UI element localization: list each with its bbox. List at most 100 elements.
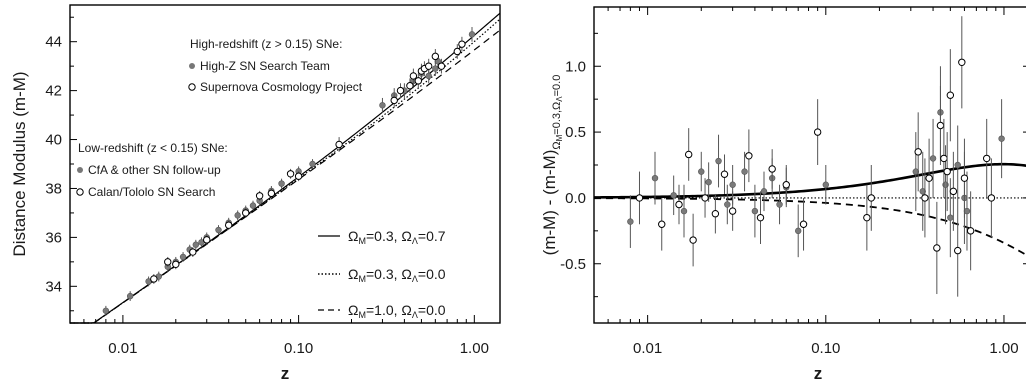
data-point-filled xyxy=(215,226,222,234)
legend-marker-open xyxy=(76,188,84,196)
data-point-filled xyxy=(715,157,722,165)
data-point-open xyxy=(203,236,211,244)
x-tick-label: 1.00 xyxy=(989,340,1018,357)
data-point-filled xyxy=(278,180,285,187)
data-point-filled xyxy=(192,241,200,248)
x-tick-label: 0.10 xyxy=(284,340,313,357)
data-point-open xyxy=(720,170,729,178)
y-tick-label: 34 xyxy=(45,278,62,295)
data-point-filled xyxy=(680,207,688,215)
data-point-filled xyxy=(963,207,971,215)
data-point-open xyxy=(782,181,790,189)
data-point-open xyxy=(768,165,776,173)
data-points xyxy=(627,16,1005,297)
y-tick-label: 40 xyxy=(45,132,62,149)
data-point-filled xyxy=(776,201,783,208)
data-point-open xyxy=(396,86,405,95)
data-point-open xyxy=(943,167,951,176)
data-point-open xyxy=(409,72,418,80)
data-point-open xyxy=(925,174,933,182)
data-points xyxy=(102,27,476,316)
legend-heading-high-z: High-redshift (z > 0.15) SNe: xyxy=(190,37,342,51)
y-tick-label: 36 xyxy=(45,229,62,246)
data-point-filled xyxy=(249,202,257,209)
data-point-open xyxy=(189,248,197,256)
y-tick-label: 44 xyxy=(45,34,62,51)
data-point-open xyxy=(390,96,398,105)
data-point-open xyxy=(406,82,414,90)
data-point-filled xyxy=(724,201,731,208)
data-point-filled xyxy=(468,31,476,38)
data-point-open xyxy=(987,194,996,202)
data-point-filled xyxy=(705,178,712,186)
y-tick-label: 0.5 xyxy=(565,124,586,141)
x-tick-label: 0.10 xyxy=(811,340,840,357)
data-point-open xyxy=(756,213,765,222)
model-curve-dashed xyxy=(70,29,501,324)
data-point-open xyxy=(946,91,955,99)
data-point-open xyxy=(658,220,666,228)
x-tick-label: 0.01 xyxy=(633,340,662,357)
data-point-filled xyxy=(102,307,110,314)
data-point-filled xyxy=(698,168,705,175)
legend-marker-filled xyxy=(77,167,83,173)
data-point-open xyxy=(431,52,440,61)
model-curve-solid xyxy=(593,162,1026,199)
data-point-open xyxy=(936,121,945,130)
data-point-filled xyxy=(822,181,829,188)
axis-ticks: 0.01 0.10 1.00 -0.5 0.0 0.5 1.0 xyxy=(560,7,1026,357)
data-point-open xyxy=(294,172,303,180)
data-point-open xyxy=(958,58,966,66)
y-tick-label: 38 xyxy=(45,180,62,197)
data-point-filled xyxy=(729,181,736,188)
data-point-open xyxy=(224,221,233,229)
data-point-open xyxy=(425,62,433,70)
model-legend: ΩM=0.3, ΩΛ=0.7 ΩM=0.3, ΩΛ=0.0 ΩM=1.0, ΩΛ… xyxy=(318,228,446,320)
data-point-filled xyxy=(627,218,634,225)
survey-legend: High-redshift (z > 0.15) SNe: High-Z SN … xyxy=(76,37,363,199)
data-point-open xyxy=(635,194,644,202)
residual-panel: 0.01 0.10 1.00 -0.5 0.0 0.5 1.0 (m-M) - (m-M)Ω… xyxy=(540,6,1026,383)
data-point-open xyxy=(867,194,875,202)
data-point-filled xyxy=(234,212,241,219)
data-point-open xyxy=(745,152,753,160)
data-point-open xyxy=(242,209,250,217)
data-point-filled xyxy=(998,135,1005,142)
data-point-open xyxy=(863,213,871,222)
legend-item-cfa: CfA & other SN follow-up xyxy=(88,163,221,177)
data-point-open xyxy=(150,275,158,283)
data-point-filled xyxy=(651,174,659,182)
data-point-filled xyxy=(670,192,677,199)
y-tick-label: 0.0 xyxy=(565,190,586,207)
data-point-filled xyxy=(912,168,919,175)
data-point-open xyxy=(458,40,466,48)
data-point-open xyxy=(437,62,446,70)
data-point-open xyxy=(799,220,808,228)
model-curve-dashed xyxy=(593,197,1026,256)
data-point-open xyxy=(453,47,461,56)
y-tick-label: -0.5 xyxy=(560,256,586,273)
data-point-filled xyxy=(954,161,961,169)
legend-marker-filled xyxy=(189,63,195,69)
data-point-open xyxy=(335,140,343,149)
legend-item-high-z-team: High-Z SN Search Team xyxy=(200,59,330,73)
plot-frame xyxy=(593,6,1026,324)
data-point-open xyxy=(982,154,991,163)
data-point-filled xyxy=(795,227,802,235)
data-point-open xyxy=(286,170,295,178)
x-axis-title: z xyxy=(814,364,823,383)
data-point-open xyxy=(940,154,948,163)
data-point-open xyxy=(949,187,958,196)
data-point-open xyxy=(701,194,709,202)
legend-model-einstein-de-sitter: ΩM=1.0, ΩΛ=0.0 xyxy=(348,302,446,320)
data-point-open xyxy=(914,148,922,156)
data-point-filled xyxy=(425,72,432,80)
data-point-open xyxy=(728,207,737,215)
data-point-filled xyxy=(179,253,187,261)
x-tick-label: 1.00 xyxy=(460,340,489,357)
data-point-filled xyxy=(126,292,134,300)
hubble-diagram-panel: 0.01 0.10 1.00 34 36 38 40 42 44 Distance Modulu… xyxy=(10,4,501,383)
data-point-open xyxy=(255,192,264,200)
legend-model-flat-lambda: ΩM=0.3, ΩΛ=0.7 xyxy=(348,228,446,246)
data-point-open xyxy=(267,189,276,198)
